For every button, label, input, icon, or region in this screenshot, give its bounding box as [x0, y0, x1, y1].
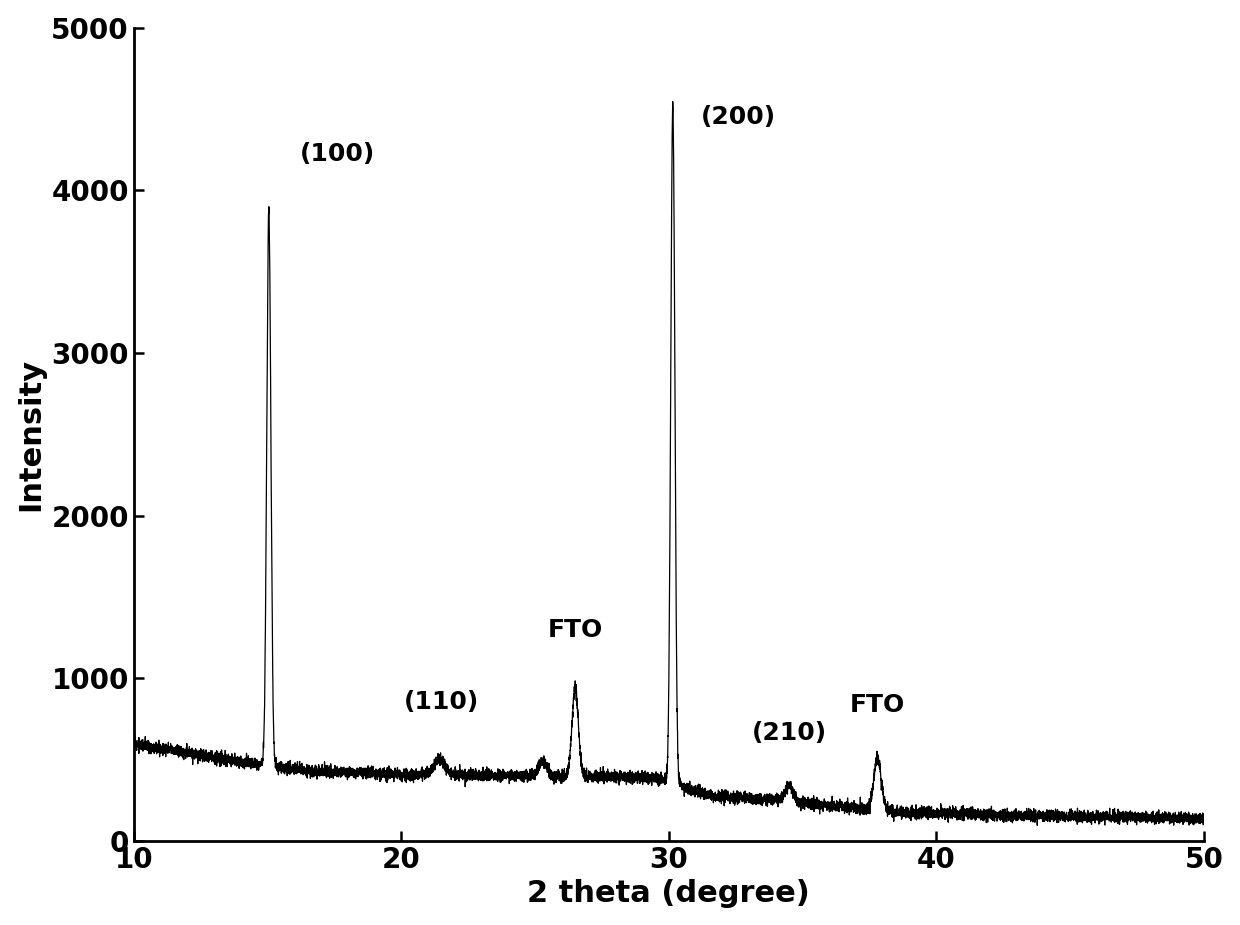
X-axis label: 2 theta (degree): 2 theta (degree) — [527, 880, 810, 908]
Text: (100): (100) — [300, 142, 374, 166]
Text: FTO: FTO — [548, 619, 603, 643]
Text: FTO: FTO — [849, 694, 905, 717]
Y-axis label: Intensity: Intensity — [16, 358, 46, 511]
Text: (210): (210) — [751, 721, 827, 745]
Text: (200): (200) — [701, 105, 776, 129]
Text: (110): (110) — [404, 690, 479, 714]
